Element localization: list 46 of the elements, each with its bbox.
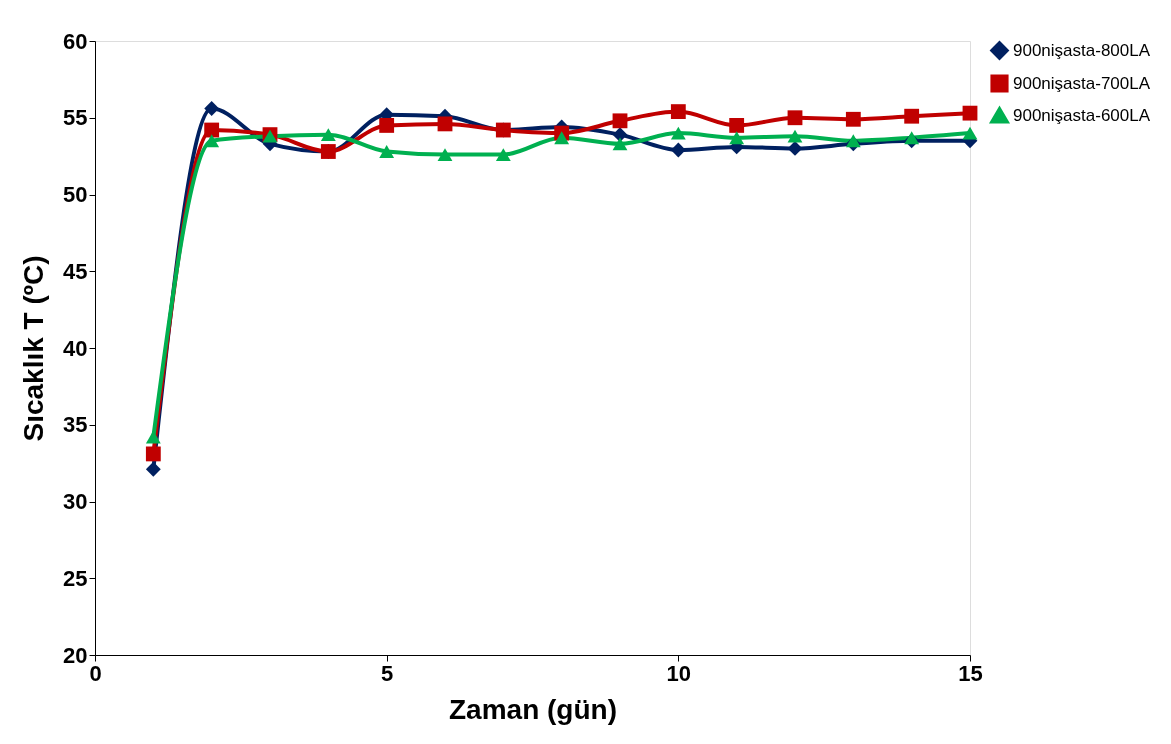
point [554,131,570,145]
y-tick-label: 50 [63,182,88,207]
point [670,104,686,120]
point [379,145,395,158]
point [612,137,628,151]
point [845,134,861,148]
point [787,110,803,126]
point [437,148,453,162]
point [904,108,920,124]
point [962,105,978,121]
y-tick-label: 30 [63,489,88,514]
x-tick-label: 15 [958,660,983,686]
y-tick-label: 20 [63,642,88,668]
point [729,131,745,145]
y-tick-label: 60 [63,28,88,54]
x-axis-title: Zaman (gün) [449,693,617,725]
point [787,129,803,143]
point [145,446,161,462]
y-tick-label: 55 [63,105,88,131]
point [612,113,628,129]
point [379,118,395,133]
point [145,461,161,477]
x-tick-label: 0 [89,660,102,686]
point [204,122,220,138]
legend-label: 900nişasta-700LA [1013,73,1151,93]
point [845,111,861,127]
x-tick-label: 5 [381,660,394,686]
x-tick-label: 10 [666,660,692,686]
point [495,148,511,162]
y-tick-label: 25 [63,565,88,591]
legend-label: 900nişasta-600LA [1013,105,1151,125]
point [670,126,686,140]
point [729,118,745,133]
point [437,116,453,132]
y-tick-label: 35 [63,412,88,438]
point [612,127,628,143]
point [670,142,686,158]
point [320,128,336,142]
y-tick-label: 45 [63,258,88,284]
point [904,131,920,145]
point [204,134,220,148]
y-tick-label: 40 [63,335,88,361]
point [962,126,978,140]
y-axis-title: Sıcaklık T (ºC) [18,255,50,442]
legend-label: 900nişasta-800LA [1013,40,1151,60]
point [204,101,220,116]
